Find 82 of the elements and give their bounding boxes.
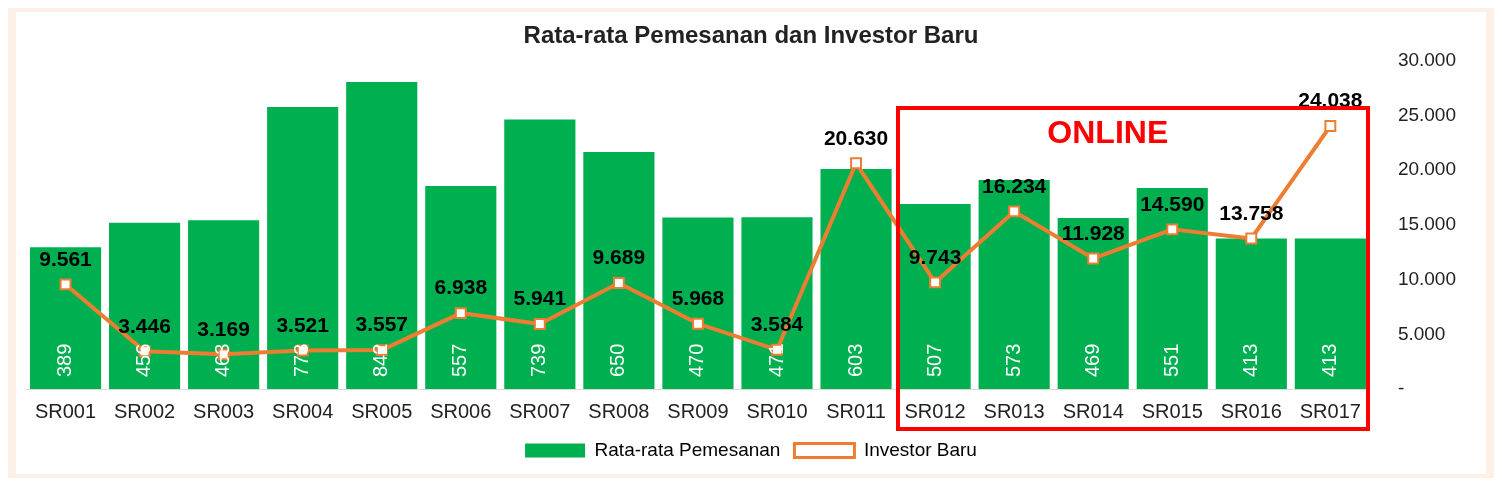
point	[929, 276, 942, 289]
data-label: 6.938	[434, 275, 488, 299]
data-label: 14.590	[1140, 191, 1205, 215]
data-label: 650	[606, 343, 629, 377]
bar	[662, 217, 734, 389]
x-tick-label: SR017	[1299, 399, 1361, 422]
data-label: 11.928	[1061, 220, 1126, 244]
bar	[741, 217, 813, 389]
x-tick-label: SR016	[1220, 399, 1282, 422]
data-label: 507	[922, 343, 945, 377]
data-label: 5.941	[513, 286, 567, 310]
x-tick-label: SR001	[34, 399, 97, 422]
bar	[1215, 238, 1287, 389]
x-tick-label: SR013	[983, 399, 1045, 422]
point	[1087, 252, 1100, 265]
data-label: 3.521	[276, 312, 330, 336]
point	[1008, 205, 1021, 218]
x-tick-label: SR009	[667, 399, 729, 422]
point	[850, 157, 862, 170]
y2-tick-label: 25.000	[1397, 103, 1457, 125]
data-label: 5.968	[671, 286, 725, 310]
data-label: 413	[1317, 343, 1340, 377]
x-tick-label: SR006	[430, 399, 492, 422]
data-label: 3.169	[197, 316, 250, 340]
point	[454, 307, 467, 320]
point	[1166, 223, 1179, 236]
legend-label: Investor Baru	[863, 438, 977, 460]
data-label: 16.234	[982, 173, 1047, 197]
point	[612, 277, 625, 289]
y2-tick-label: 30.000	[1397, 49, 1457, 71]
data-label: 20.630	[823, 125, 889, 149]
x-tick-label: SR010	[746, 399, 808, 422]
bar	[1057, 217, 1129, 389]
point	[1245, 232, 1258, 245]
bar	[1294, 238, 1366, 389]
bar	[346, 81, 418, 389]
bar	[29, 247, 102, 389]
data-label: 3.446	[118, 313, 171, 337]
bar	[504, 119, 576, 389]
bar	[425, 185, 497, 389]
bar	[267, 107, 339, 389]
data-label: 557	[448, 343, 471, 377]
data-label: 469	[1080, 343, 1103, 377]
bar	[188, 220, 260, 389]
data-label: 413	[1238, 343, 1261, 377]
x-tick-label: SR002	[114, 399, 176, 422]
y2-tick-label: 5.000	[1397, 322, 1446, 344]
data-label: 551	[1159, 343, 1182, 377]
point	[533, 318, 546, 330]
y2-tick-label: 20.000	[1397, 158, 1457, 180]
x-tick-label: SR007	[509, 399, 571, 422]
y2-tick-label: 15.000	[1397, 213, 1457, 235]
data-label: 573	[1001, 343, 1024, 377]
bar	[820, 169, 892, 389]
chart-title: Rata-rata Pemesanan dan Investor Baru	[523, 21, 979, 49]
y2-tick-label: 10.000	[1397, 267, 1457, 289]
point	[691, 317, 704, 330]
data-label: 389	[53, 343, 76, 377]
data-label: 470	[685, 343, 708, 377]
data-label: 603	[843, 343, 866, 377]
x-tick-label: SR014	[1062, 399, 1124, 422]
x-tick-label: SR008	[588, 399, 650, 422]
data-label: 3.557	[355, 312, 409, 336]
bar	[583, 151, 655, 389]
y2-tick-label: -	[1397, 377, 1405, 399]
bar	[1136, 188, 1208, 389]
point	[59, 278, 72, 291]
bar	[899, 204, 971, 389]
data-label: 9.561	[39, 246, 93, 270]
x-tick-label: SR005	[351, 399, 413, 422]
x-tick-label: SR015	[1141, 399, 1203, 422]
bar	[978, 180, 1050, 389]
bar	[109, 222, 181, 389]
data-label: 9.689	[592, 245, 646, 269]
point	[1324, 120, 1337, 132]
legend-label: Rata-rata Pemesanan	[594, 438, 781, 460]
x-tick-label: SR004	[272, 399, 334, 422]
x-tick-label: SR003	[193, 399, 255, 422]
x-tick-label: SR011	[826, 399, 886, 422]
annotation: ONLINE	[1047, 113, 1169, 150]
x-tick-label: SR012	[904, 399, 966, 422]
data-label: 739	[527, 343, 550, 377]
